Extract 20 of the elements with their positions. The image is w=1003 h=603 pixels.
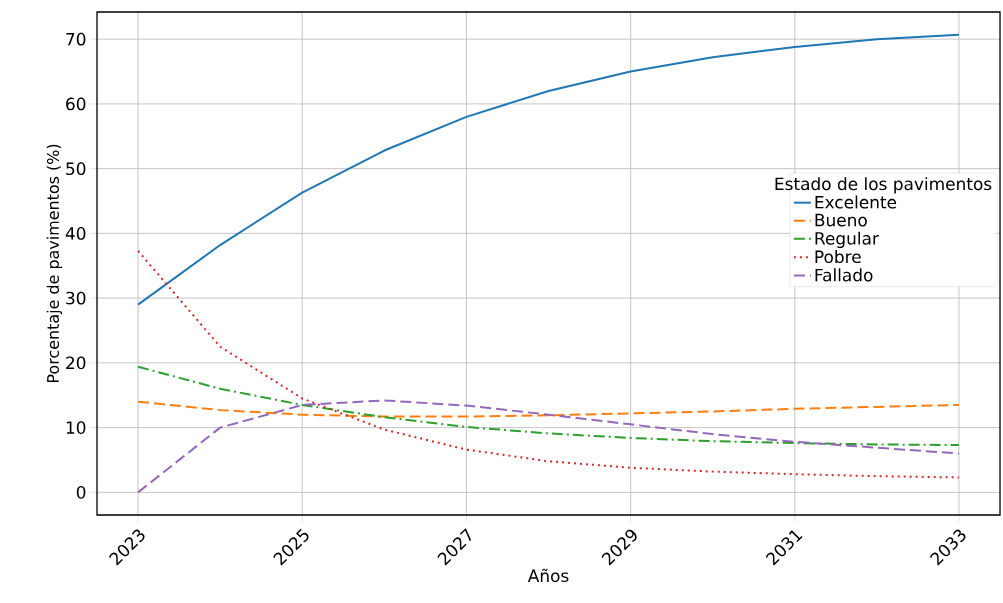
line-series	[137, 399, 960, 494]
y-axis-title: Porcentaje de pavimentos (%)	[46, 144, 63, 382]
legend-label: Bueno	[815, 213, 867, 227]
line-series	[137, 249, 960, 479]
legend-label: Pobre	[815, 250, 861, 264]
legend-label: Excelente	[815, 195, 897, 209]
y-tick-label: 0	[76, 485, 86, 499]
x-axis-title: Años	[527, 568, 569, 583]
legend-label: Regular	[815, 231, 879, 249]
y-tick-label: 30	[66, 291, 86, 305]
y-tick-label: 60	[66, 97, 86, 111]
legend-label: Fallado	[815, 268, 873, 282]
y-tick-label: 10	[66, 421, 86, 434]
y-tick-label: 40	[65, 226, 86, 240]
line-series	[137, 400, 960, 418]
line-series	[137, 365, 960, 447]
y-tick-label: 50	[66, 162, 86, 176]
y-tick-label: 70	[66, 32, 86, 46]
y-tick-label: 20	[66, 356, 86, 370]
legend-title: Estado de los pavimentos	[775, 177, 992, 194]
